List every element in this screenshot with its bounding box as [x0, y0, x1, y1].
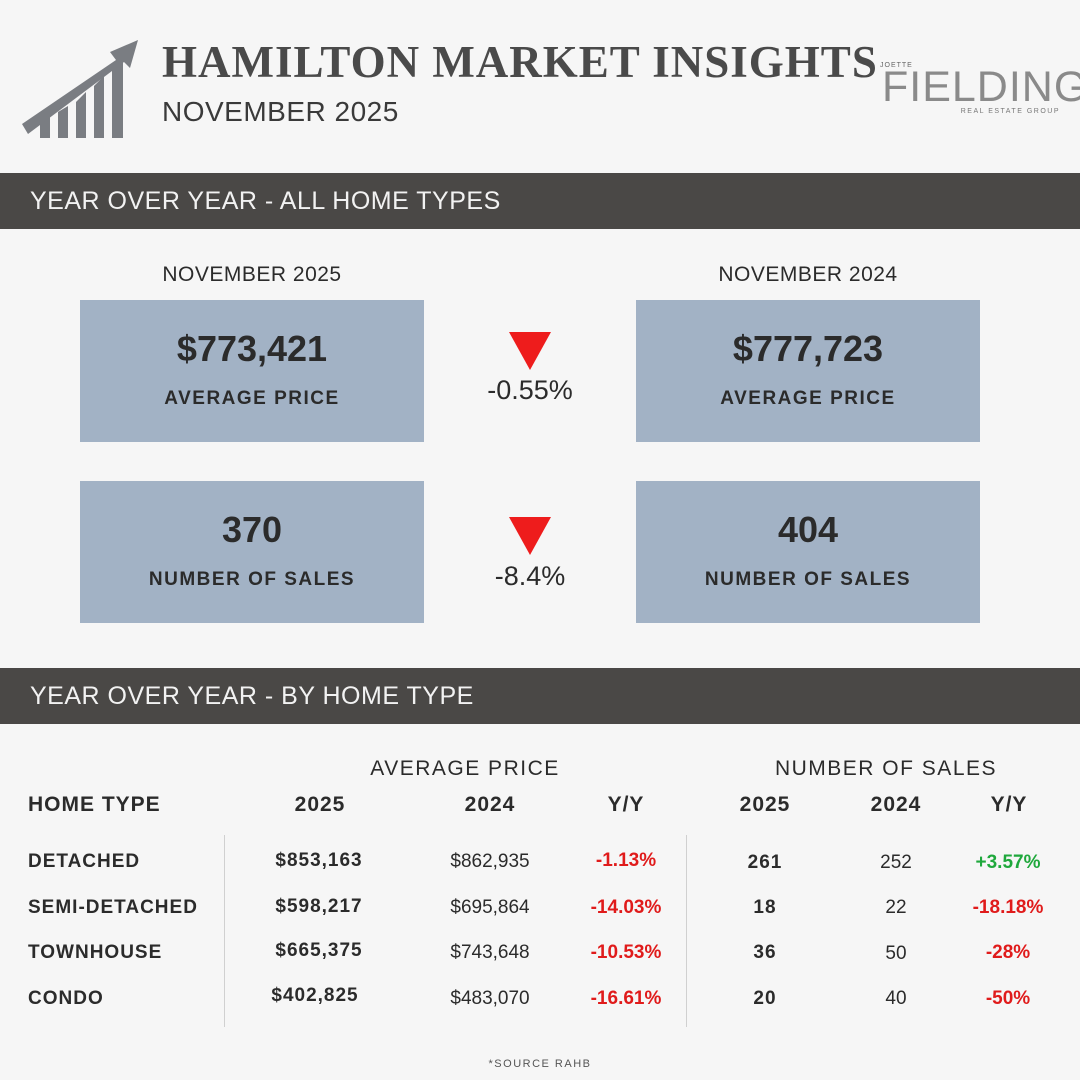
col-header-price-yy: Y/Y — [607, 793, 645, 816]
row-sales-2024: 252 — [880, 852, 912, 873]
row-home-type: DETACHED — [28, 851, 141, 872]
previous-period-label: NOVEMBER 2024 — [718, 263, 898, 286]
row-home-type: TOWNHOUSE — [28, 942, 163, 963]
previous-price-card: $777,723 AVERAGE PRICE — [636, 300, 980, 442]
previous-price-label: AVERAGE PRICE — [720, 388, 896, 409]
logo-name: FIELDING — [882, 63, 1080, 111]
col-header-sales-2024: 2024 — [870, 793, 922, 816]
source-note: *SOURCE RAHB — [488, 1058, 592, 1070]
row-sales-2025: 20 — [753, 988, 777, 1009]
row-price-2024: $483,070 — [450, 988, 530, 1009]
group-header-price: AVERAGE PRICE — [370, 757, 560, 780]
col-header-price-2024: 2024 — [464, 793, 516, 816]
row-sales-2025: 18 — [753, 897, 777, 918]
row-sales-2024: 22 — [885, 897, 907, 918]
growth-chart-icon — [22, 40, 138, 138]
row-price-2025: $665,375 — [275, 940, 363, 961]
previous-sales-label: NUMBER OF SALES — [704, 569, 912, 590]
current-price-label: AVERAGE PRICE — [164, 388, 340, 409]
row-home-type: SEMI-DETACHED — [28, 897, 198, 918]
row-price-2025: $598,217 — [275, 896, 363, 917]
row-price-yy: -16.61% — [590, 988, 662, 1009]
row-price-2024: $695,864 — [450, 897, 530, 918]
down-arrow-icon — [509, 517, 551, 555]
current-period-label: NOVEMBER 2025 — [162, 263, 342, 286]
row-price-yy: -10.53% — [590, 942, 662, 963]
logo-small-top: JOETTE — [880, 62, 913, 69]
current-sales-card: 370 NUMBER OF SALES — [80, 481, 424, 623]
row-sales-yy: -50% — [985, 988, 1031, 1009]
previous-sales-value: 404 — [777, 509, 839, 550]
row-sales-2024: 50 — [885, 943, 907, 964]
row-sales-yy: -28% — [985, 942, 1031, 963]
sales-change: -8.4% — [494, 561, 566, 591]
down-arrow-icon — [509, 332, 551, 370]
current-sales-value: 370 — [221, 509, 283, 550]
table-divider — [224, 835, 225, 1027]
row-price-2025: $402,825 — [271, 985, 359, 1006]
row-sales-2025: 36 — [753, 942, 777, 963]
col-header-sales-2025: 2025 — [739, 793, 791, 816]
row-price-yy: -1.13% — [595, 850, 657, 871]
row-price-2025: $853,163 — [275, 850, 363, 871]
row-price-yy: -14.03% — [590, 897, 662, 918]
col-header-price-2025: 2025 — [294, 793, 346, 816]
row-sales-2024: 40 — [885, 988, 907, 1009]
current-price-value: $773,421 — [176, 328, 328, 369]
page-title: HAMILTON MARKET INSIGHTS — [162, 37, 878, 87]
brand-logo: JOETTE FIELDING REAL ESTATE GROUP — [880, 62, 1080, 122]
price-change: -0.55% — [487, 375, 573, 405]
row-price-2024: $743,648 — [450, 942, 530, 963]
table-divider — [686, 835, 687, 1027]
col-header-sales-yy: Y/Y — [990, 793, 1028, 816]
section-heading-by-type: YEAR OVER YEAR - BY HOME TYPE — [0, 668, 1080, 724]
logo-small-bottom: REAL ESTATE GROUP — [960, 108, 1060, 115]
group-header-sales: NUMBER OF SALES — [774, 757, 998, 780]
row-price-2024: $862,935 — [450, 851, 530, 872]
current-price-card: $773,421 AVERAGE PRICE — [80, 300, 424, 442]
row-home-type: CONDO — [28, 988, 104, 1009]
current-sales-label: NUMBER OF SALES — [148, 569, 356, 590]
row-sales-yy: -18.18% — [972, 897, 1044, 918]
row-sales-yy: +3.57% — [975, 852, 1041, 873]
previous-sales-card: 404 NUMBER OF SALES — [636, 481, 980, 623]
previous-price-value: $777,723 — [732, 328, 884, 369]
page-subtitle: NOVEMBER 2025 — [162, 96, 399, 127]
row-sales-2025: 261 — [747, 852, 783, 873]
section-heading-all-types: YEAR OVER YEAR - ALL HOME TYPES — [0, 173, 1080, 229]
col-header-home-type: HOME TYPE — [28, 793, 161, 816]
